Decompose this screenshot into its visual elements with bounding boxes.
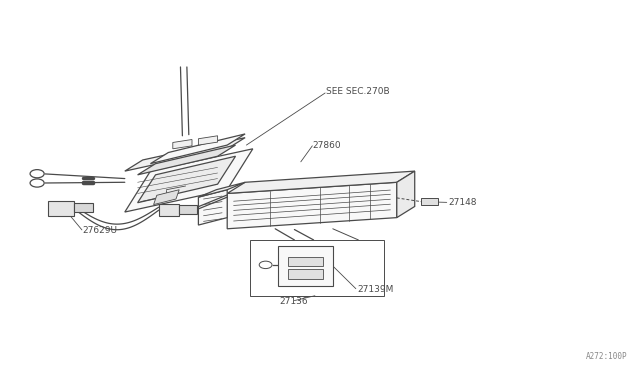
Polygon shape: [397, 171, 415, 218]
Polygon shape: [74, 203, 93, 212]
Polygon shape: [173, 140, 192, 149]
Text: 27136: 27136: [280, 297, 308, 306]
Polygon shape: [150, 134, 245, 164]
Text: A272:100P: A272:100P: [586, 352, 627, 361]
Polygon shape: [227, 171, 415, 193]
Circle shape: [30, 179, 44, 187]
Polygon shape: [198, 182, 245, 197]
Polygon shape: [198, 136, 218, 145]
Polygon shape: [138, 156, 236, 203]
Polygon shape: [125, 149, 253, 212]
Polygon shape: [179, 205, 197, 214]
Polygon shape: [278, 246, 333, 286]
Circle shape: [30, 170, 44, 178]
Text: 27629U: 27629U: [82, 226, 117, 235]
Polygon shape: [154, 190, 179, 205]
Polygon shape: [125, 138, 245, 171]
Text: 27148: 27148: [448, 198, 477, 207]
Polygon shape: [159, 204, 179, 216]
Text: 27139M: 27139M: [357, 285, 394, 294]
Polygon shape: [227, 182, 397, 229]
Polygon shape: [138, 145, 236, 175]
Polygon shape: [198, 190, 227, 225]
Text: SEE SEC.270B: SEE SEC.270B: [326, 87, 390, 96]
Polygon shape: [288, 269, 323, 279]
Polygon shape: [288, 257, 323, 266]
Polygon shape: [48, 201, 74, 216]
Circle shape: [259, 261, 272, 269]
Text: 27860: 27860: [312, 141, 341, 150]
Polygon shape: [421, 198, 438, 205]
